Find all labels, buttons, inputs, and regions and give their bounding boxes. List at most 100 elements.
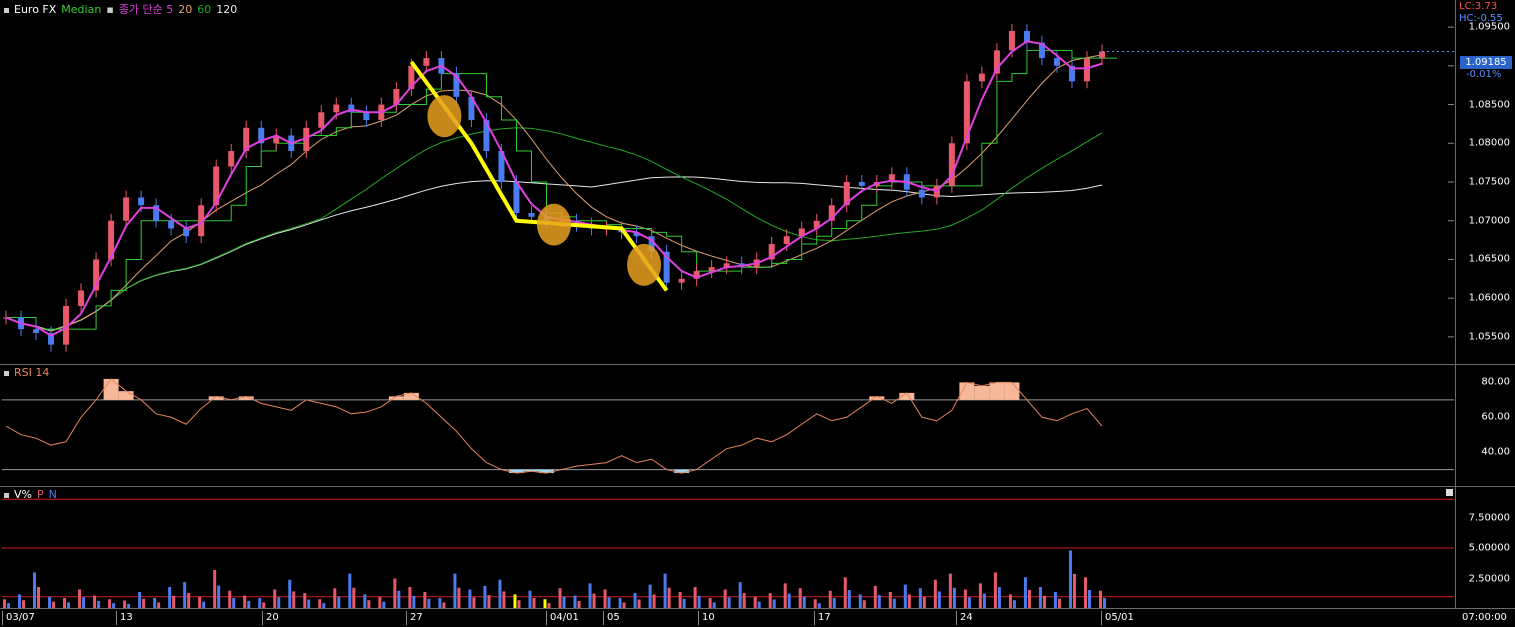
- ma120-line: [5, 176, 1103, 332]
- time-axis-clock-label: 07:00:00: [1462, 612, 1507, 623]
- volume-bar: [1057, 598, 1061, 608]
- volume-bar: [198, 596, 202, 608]
- lc-label: LC:3.73: [1459, 1, 1498, 12]
- volume-p-label: P: [36, 488, 44, 501]
- volume-bar: [1023, 577, 1027, 608]
- volume-bar: [1027, 589, 1031, 608]
- volume-bar: [832, 598, 836, 608]
- candle-body: [723, 263, 730, 268]
- volume-bar: [547, 603, 551, 608]
- candle-body: [138, 197, 145, 206]
- volume-bar: [228, 590, 232, 608]
- candle-body: [843, 182, 850, 206]
- volume-bar: [378, 596, 382, 608]
- volume-bar: [1072, 573, 1076, 608]
- volume-bar: [123, 600, 127, 608]
- price-plot-area[interactable]: [2, 0, 1454, 364]
- volume-bar: [393, 578, 397, 608]
- volume-bar: [802, 596, 806, 608]
- candle-body: [273, 135, 280, 144]
- time-axis-label: 03/07: [2, 611, 35, 625]
- price-tick-label: 1.06500: [1468, 253, 1510, 265]
- median-line: [6, 49, 1118, 330]
- candle-body: [453, 73, 460, 97]
- volume-plot-area[interactable]: [2, 487, 1454, 608]
- time-axis-label: 17: [814, 611, 831, 625]
- volume-menu-icon[interactable]: [4, 492, 9, 498]
- volume-bar: [183, 582, 187, 608]
- volume-chart: [2, 498, 1454, 608]
- volume-bar: [232, 598, 236, 608]
- highlight-ellipse: [427, 95, 462, 138]
- volume-bar: [273, 589, 277, 608]
- volume-bar: [363, 594, 367, 608]
- volume-bar: [798, 588, 802, 608]
- volume-bar: [33, 572, 37, 608]
- candle-body: [1023, 30, 1030, 43]
- candle-body: [513, 182, 520, 213]
- rsi-oversold-fill: [674, 469, 690, 474]
- price-tick-label: 1.09500: [1468, 21, 1510, 33]
- volume-bar: [858, 594, 862, 608]
- current-change-label: -0.01%: [1466, 69, 1502, 80]
- volume-bar: [888, 591, 892, 608]
- volume-bar: [708, 598, 712, 608]
- volume-tick-label: 2.50000: [1468, 573, 1510, 584]
- candle-body: [783, 236, 790, 244]
- volume-tick-label: 7.50000: [1468, 512, 1510, 523]
- volume-bar: [993, 572, 997, 608]
- volume-bar: [1008, 594, 1012, 608]
- volume-bar: [862, 600, 866, 608]
- volume-bar: [472, 597, 476, 608]
- candle-body: [948, 143, 955, 186]
- price-tick-label: 1.07500: [1468, 176, 1510, 188]
- volume-bar: [652, 594, 656, 608]
- volume-n-label: N: [48, 488, 57, 501]
- rsi-menu-icon[interactable]: [4, 370, 9, 376]
- volume-bar: [498, 579, 502, 608]
- candle-body: [1053, 58, 1060, 66]
- volume-bar: [577, 600, 581, 608]
- volume-bar: [967, 597, 971, 608]
- price-tick-label: 1.08000: [1468, 137, 1510, 149]
- volume-bar: [453, 573, 457, 608]
- volume-bar: [817, 603, 821, 608]
- volume-bar: [78, 589, 82, 608]
- volume-bar: [783, 583, 787, 608]
- candle-body: [678, 278, 685, 283]
- pane-close-icon[interactable]: [1446, 489, 1453, 496]
- candle-body: [1083, 58, 1090, 82]
- rsi-plot-area[interactable]: [2, 365, 1454, 486]
- volume-bar: [877, 595, 881, 608]
- volume-bar: [303, 593, 307, 608]
- candle-body: [1068, 65, 1075, 82]
- ma-legend-dot: ▪: [106, 3, 114, 16]
- volume-bar: [82, 597, 86, 608]
- volume-bar: [892, 598, 896, 608]
- rsi-oversold-fill: [508, 469, 524, 474]
- volume-bar: [1087, 589, 1091, 608]
- rsi-overbought-fill: [869, 396, 885, 400]
- volume-bar: [1012, 600, 1016, 608]
- volume-bar: [333, 588, 337, 608]
- volume-bar: [528, 590, 532, 608]
- volume-bar: [727, 597, 731, 608]
- volume-bar: [997, 587, 1001, 608]
- volume-bar: [202, 601, 206, 608]
- volume-bar: [772, 599, 776, 608]
- volume-bar: [213, 569, 217, 608]
- candle-body: [828, 205, 835, 221]
- volume-bar: [468, 589, 472, 608]
- volume-bar: [513, 594, 517, 608]
- volume-bar: [682, 598, 686, 608]
- rsi-overbought-fill: [974, 385, 990, 400]
- candle-body: [33, 329, 40, 334]
- volume-bar: [1042, 595, 1046, 608]
- volume-bar: [52, 601, 56, 608]
- candle-body: [123, 197, 130, 221]
- pane-menu-icon[interactable]: [4, 7, 9, 13]
- volume-bar: [322, 603, 326, 608]
- time-axis: 03/07 13 20 27 04/01 05 10 17 24 05/01 07:00:00: [0, 608, 1515, 627]
- rsi-tick-label: 80.00: [1481, 376, 1510, 388]
- volume-bar: [918, 588, 922, 608]
